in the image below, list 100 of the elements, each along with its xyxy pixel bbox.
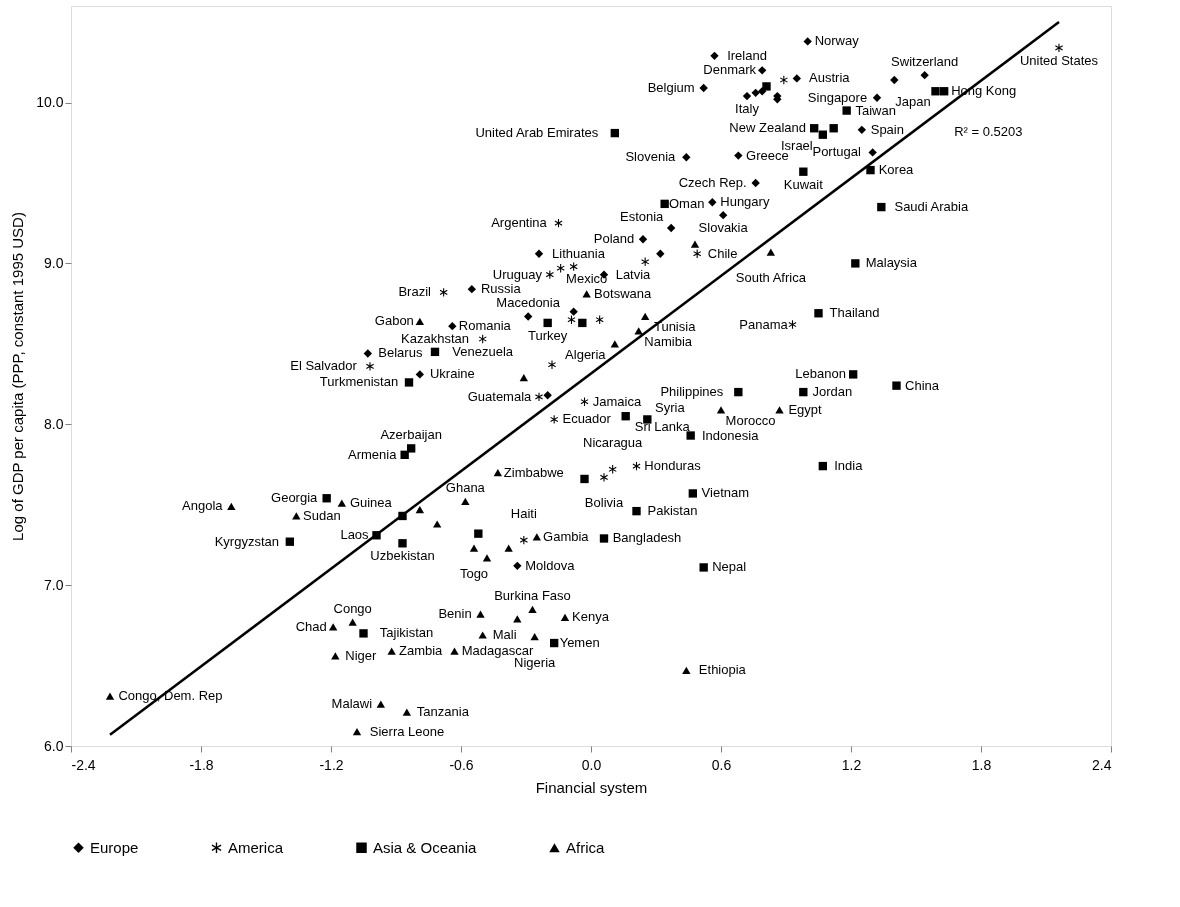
annotation: New Zealand [729,120,806,136]
annotation: Singapore [807,89,868,105]
annotation: Slovakia [698,220,749,236]
annotation: Slovenia [625,149,677,165]
annotation: Sierra Leone [369,723,445,739]
annotation: Latvia [615,266,652,282]
annotation: Yemen [559,635,600,651]
annotation: Guatemala [467,388,533,404]
annotation: Malawi [331,696,373,712]
annotation: Denmark [703,62,757,78]
annotation: El Salvador [290,358,358,374]
annotation: Ecuador [562,411,612,427]
annotation: Austria [809,70,851,86]
annotation: Zimbabwe [503,464,564,480]
x-tick-label: -0.6 [449,756,474,773]
annotation: Argentina [491,215,548,231]
annotation: Russia [480,281,522,297]
annotation: Botswana [594,285,652,301]
annotation: Philippines [660,384,724,400]
annotation: Azerbaijan [380,427,442,443]
annotation: Sri Lanka [634,419,691,435]
annotation: Burkina Faso [494,588,571,604]
annotation: Ukraine [429,366,475,382]
annotation: Hungary [720,194,770,210]
annotation: Ethiopia [698,662,747,678]
x-tick-label: -1.8 [189,756,214,773]
legend-label: Africa [566,838,605,856]
annotation: Korea [878,162,915,178]
annotation: Macedonia [496,295,561,311]
annotation: South Africa [735,270,807,286]
x-tick-label: 1.8 [971,756,992,773]
annotation: Armenia [347,446,398,462]
annotation: Mali [492,627,517,642]
annotation: Taiwan [855,102,896,118]
annotation: Togo [459,566,489,582]
x-tick-label: -2.4 [71,756,96,773]
annotation: Algeria [565,346,607,362]
annotation: Lithuania [552,245,606,261]
annotation: Georgia [271,490,319,506]
x-tick-label: 0.0 [581,756,602,773]
annotation: Uzbekistan [370,548,435,564]
annotation: Moldova [525,557,576,573]
legend-label: Asia & Oceania [373,838,478,856]
annotation: R² = 0.5203 [954,123,1023,139]
annotation: Zambia [398,643,444,659]
annotation: Malaysia [865,255,918,271]
annotation: Gambia [543,528,590,544]
annotation: Bolivia [584,495,624,511]
annotation: Portugal [812,144,861,160]
annotation: Congo [333,601,372,617]
y-tick-label: 8.0 [44,415,64,432]
annotation: Bangladesh [612,530,682,546]
legend-label: Europe [90,838,139,856]
annotation: Uruguay [492,266,543,282]
annotation: Nicaragua [583,435,644,451]
annotation: Pakistan [647,503,698,519]
x-tick-label: 2.4 [1092,756,1112,773]
annotation: Jordan [812,384,853,400]
annotation: Syria [655,400,686,416]
annotation: Brazil [398,284,432,300]
annotation: Nepal [712,559,747,575]
annotation: China [905,377,940,393]
annotation: Norway [814,33,860,49]
annotation: Honduras [644,458,702,474]
annotation: United States [1019,52,1099,68]
annotation: Guinea [349,495,393,511]
annotation: Niger [345,647,378,663]
annotation: Kyrgyzstan [214,533,279,549]
y-tick-label: 6.0 [44,737,64,754]
annotation: Ghana [445,480,486,496]
annotation: Switzerland [891,54,959,70]
annotation: Thailand [829,305,880,321]
annotation: Lebanon [795,366,846,382]
legend-label: America [228,838,284,856]
annotation: Laos [340,527,370,543]
annotation: Tanzania [416,704,470,720]
annotation: Oman [668,195,705,211]
annotation: Turkey [528,327,568,343]
x-axis-title: Financial system [535,778,648,796]
annotation: Saudi Arabia [894,199,969,215]
annotation: Tunisia [653,319,697,335]
annotation: Venezuela [452,344,514,359]
annotation: Kenya [572,609,610,625]
annotation: Japan [895,94,931,110]
annotation: Turkmenistan [319,374,399,390]
y-axis-title: Log of GDP per capita (PPP, constant 1995 USD) [9,212,27,541]
x-tick-label: 0.6 [711,756,732,773]
annotation: Kuwait [783,176,824,192]
annotation: Egypt [788,401,823,417]
annotation: Tajikistan [379,625,434,641]
annotation: Indonesia [701,427,760,443]
x-tick-label: -1.2 [319,756,344,773]
y-tick-label: 7.0 [44,576,64,593]
annotation: Jamaica [592,393,642,409]
annotation: Spain [870,121,904,137]
annotation: Belarus [378,345,423,361]
x-tick-label: 1.2 [841,756,862,773]
annotation: Chad [295,618,327,634]
annotation: Panama [739,316,789,332]
annotation: Morocco [725,412,776,428]
